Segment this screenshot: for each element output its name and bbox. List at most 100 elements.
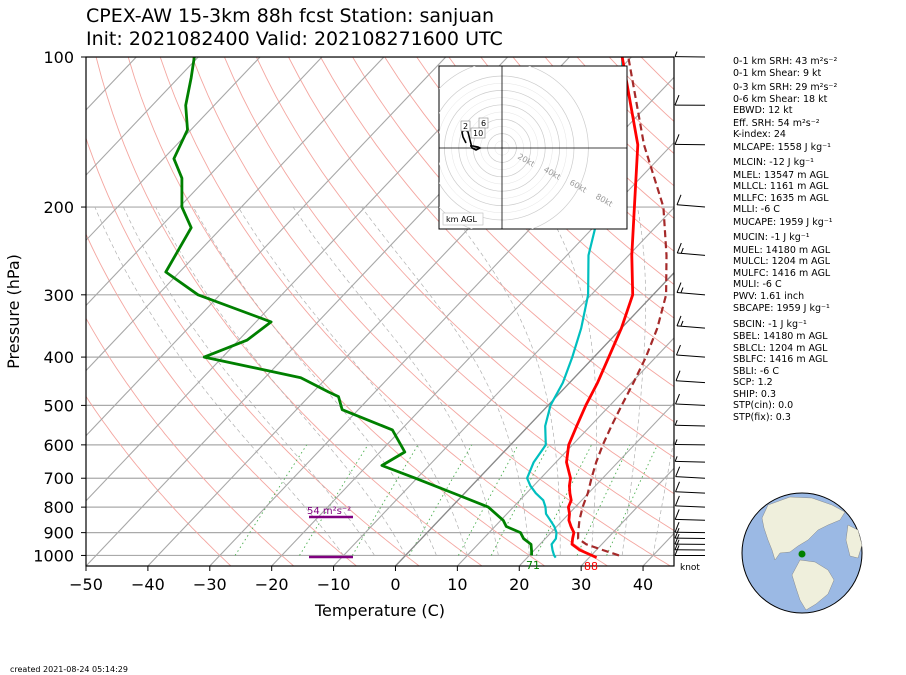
moist-adiabat xyxy=(192,206,437,556)
barb-staff xyxy=(675,424,706,427)
moist-adiabat xyxy=(94,206,344,556)
isotherm xyxy=(333,206,674,566)
param-14: MUCAPE: 1959 J kg⁻¹ xyxy=(733,216,833,228)
mixing-ratio-line xyxy=(234,444,308,556)
mixing-ratio-line xyxy=(458,444,519,556)
isotherm xyxy=(86,57,447,437)
param-08: MLCAPE: 1558 J kg⁻¹ xyxy=(733,141,831,153)
barb-flag xyxy=(675,466,681,477)
isotherm xyxy=(86,57,261,242)
hodograph-inset: 20kt 40kt 60kt 80kt 2 6 10 km AGL xyxy=(438,65,628,230)
barb-staff xyxy=(675,518,706,521)
x-axis-label: Temperature (C) xyxy=(314,601,445,620)
param-07: K-index: 24 xyxy=(733,129,786,140)
wind-barb xyxy=(674,522,706,534)
hodo-height-label-10: 10 xyxy=(473,129,483,138)
wind-barb xyxy=(674,94,706,106)
param-23: SBEL: 14180 m AGL xyxy=(733,331,828,342)
hodo-height-label-2: 2 xyxy=(463,122,468,131)
profile-curves xyxy=(164,57,668,559)
x-tick-label: −20 xyxy=(255,575,289,594)
wind-barb xyxy=(674,533,706,545)
barb-flag xyxy=(674,495,680,507)
y-tick-label: 800 xyxy=(43,498,74,517)
dry-adiabat xyxy=(352,57,674,388)
globe-north-america xyxy=(761,496,846,561)
x-tick-label: −10 xyxy=(317,575,351,594)
barb-flag xyxy=(675,370,681,381)
barb-half-flag xyxy=(674,51,678,57)
barb-flag xyxy=(676,315,682,327)
param-19: MULI: -6 C xyxy=(733,279,782,290)
dry-adiabat xyxy=(159,57,608,566)
param-29: STP(cin): 0.0 xyxy=(733,400,794,411)
green-trace-curve xyxy=(164,57,533,556)
dewpoint-curve xyxy=(525,57,624,559)
isotherm xyxy=(86,57,199,176)
param-17: MULCL: 1204 m AGL xyxy=(733,256,831,267)
barb-staff xyxy=(676,325,706,329)
wind-barb xyxy=(675,370,706,384)
moist-adiabat xyxy=(446,206,561,556)
chart-title-line2: Init: 2021082400 Valid: 202108271600 UTC xyxy=(86,28,503,50)
hodo-height-label-6: 6 xyxy=(481,119,486,128)
barb-staff xyxy=(677,252,706,256)
dry-adiabat xyxy=(416,57,674,319)
param-21: SBCAPE: 1959 J kg⁻¹ xyxy=(733,303,830,314)
dry-adiabat xyxy=(448,57,674,286)
param-22: SBCIN: -1 J kg⁻¹ xyxy=(733,318,807,330)
y-tick-label: 900 xyxy=(43,524,74,543)
param-26: SBLI: -6 C xyxy=(733,365,779,377)
created-timestamp: created 2021-08-24 05:14:29 xyxy=(10,665,128,674)
temperature-curve xyxy=(565,57,640,559)
chart-title-line1: CPEX-AW 15-3km 88h fcst Station: sanjuan xyxy=(86,5,495,27)
moist-adiabat xyxy=(621,206,646,556)
hodograph-frame xyxy=(438,65,628,230)
hodo-height-box-10 xyxy=(470,127,486,139)
x-tick-label: 10 xyxy=(447,575,467,594)
barb-flag xyxy=(676,344,681,356)
wind-unit-label: knot xyxy=(680,563,700,573)
station-marker xyxy=(798,550,806,558)
barb-flag xyxy=(674,527,680,539)
barb-flag xyxy=(676,242,682,254)
x-tick-label: 0 xyxy=(390,575,400,594)
param-16: MUEL: 14180 m AGL xyxy=(733,244,831,256)
y-axis-label: Pressure (hPa) xyxy=(4,254,23,369)
dry-adiabat xyxy=(127,57,545,566)
wind-barb xyxy=(675,466,706,479)
barb-flag xyxy=(675,393,680,405)
isotherm xyxy=(271,141,674,566)
parcel-curve xyxy=(576,57,668,557)
wind-barbs xyxy=(674,51,706,556)
y-tick-label: 500 xyxy=(43,396,74,415)
param-30: STP(fix): 0.3 xyxy=(733,411,791,423)
barb-staff xyxy=(675,403,706,406)
barb-flag xyxy=(676,282,682,293)
barb-flag xyxy=(676,194,682,205)
param-20: PWV: 1.61 inch xyxy=(733,290,805,302)
wind-barb xyxy=(676,194,706,208)
param-05: EBWD: 12 kt xyxy=(733,105,793,116)
y-tick-label: 300 xyxy=(43,286,74,305)
location-globe xyxy=(741,492,863,614)
dry-adiabat xyxy=(255,57,674,495)
barb-half-flag xyxy=(674,456,678,462)
srh-label: 54 m²s⁻² xyxy=(307,506,351,517)
parameter-list: 0-1 km SRH: 43 m²s⁻² 0-1 km Shear: 9 kt … xyxy=(733,57,837,422)
moist-adiabat xyxy=(155,206,406,556)
barb-flag xyxy=(674,509,680,520)
wind-barb xyxy=(674,134,706,146)
wind-barb xyxy=(674,545,705,556)
x-tick-label: −30 xyxy=(193,575,227,594)
hodo-label-box xyxy=(442,212,484,226)
wind-barb xyxy=(674,539,706,551)
barb-staff xyxy=(676,354,706,358)
param-28: SHIP: 0.3 xyxy=(733,388,777,400)
moist-adiabat xyxy=(545,206,597,556)
dry-adiabat xyxy=(86,395,232,566)
barb-staff xyxy=(675,505,706,508)
barb-staff xyxy=(675,491,706,494)
barb-half-flag xyxy=(674,420,678,426)
param-02: 0-1 km Shear: 9 kt xyxy=(733,67,822,79)
